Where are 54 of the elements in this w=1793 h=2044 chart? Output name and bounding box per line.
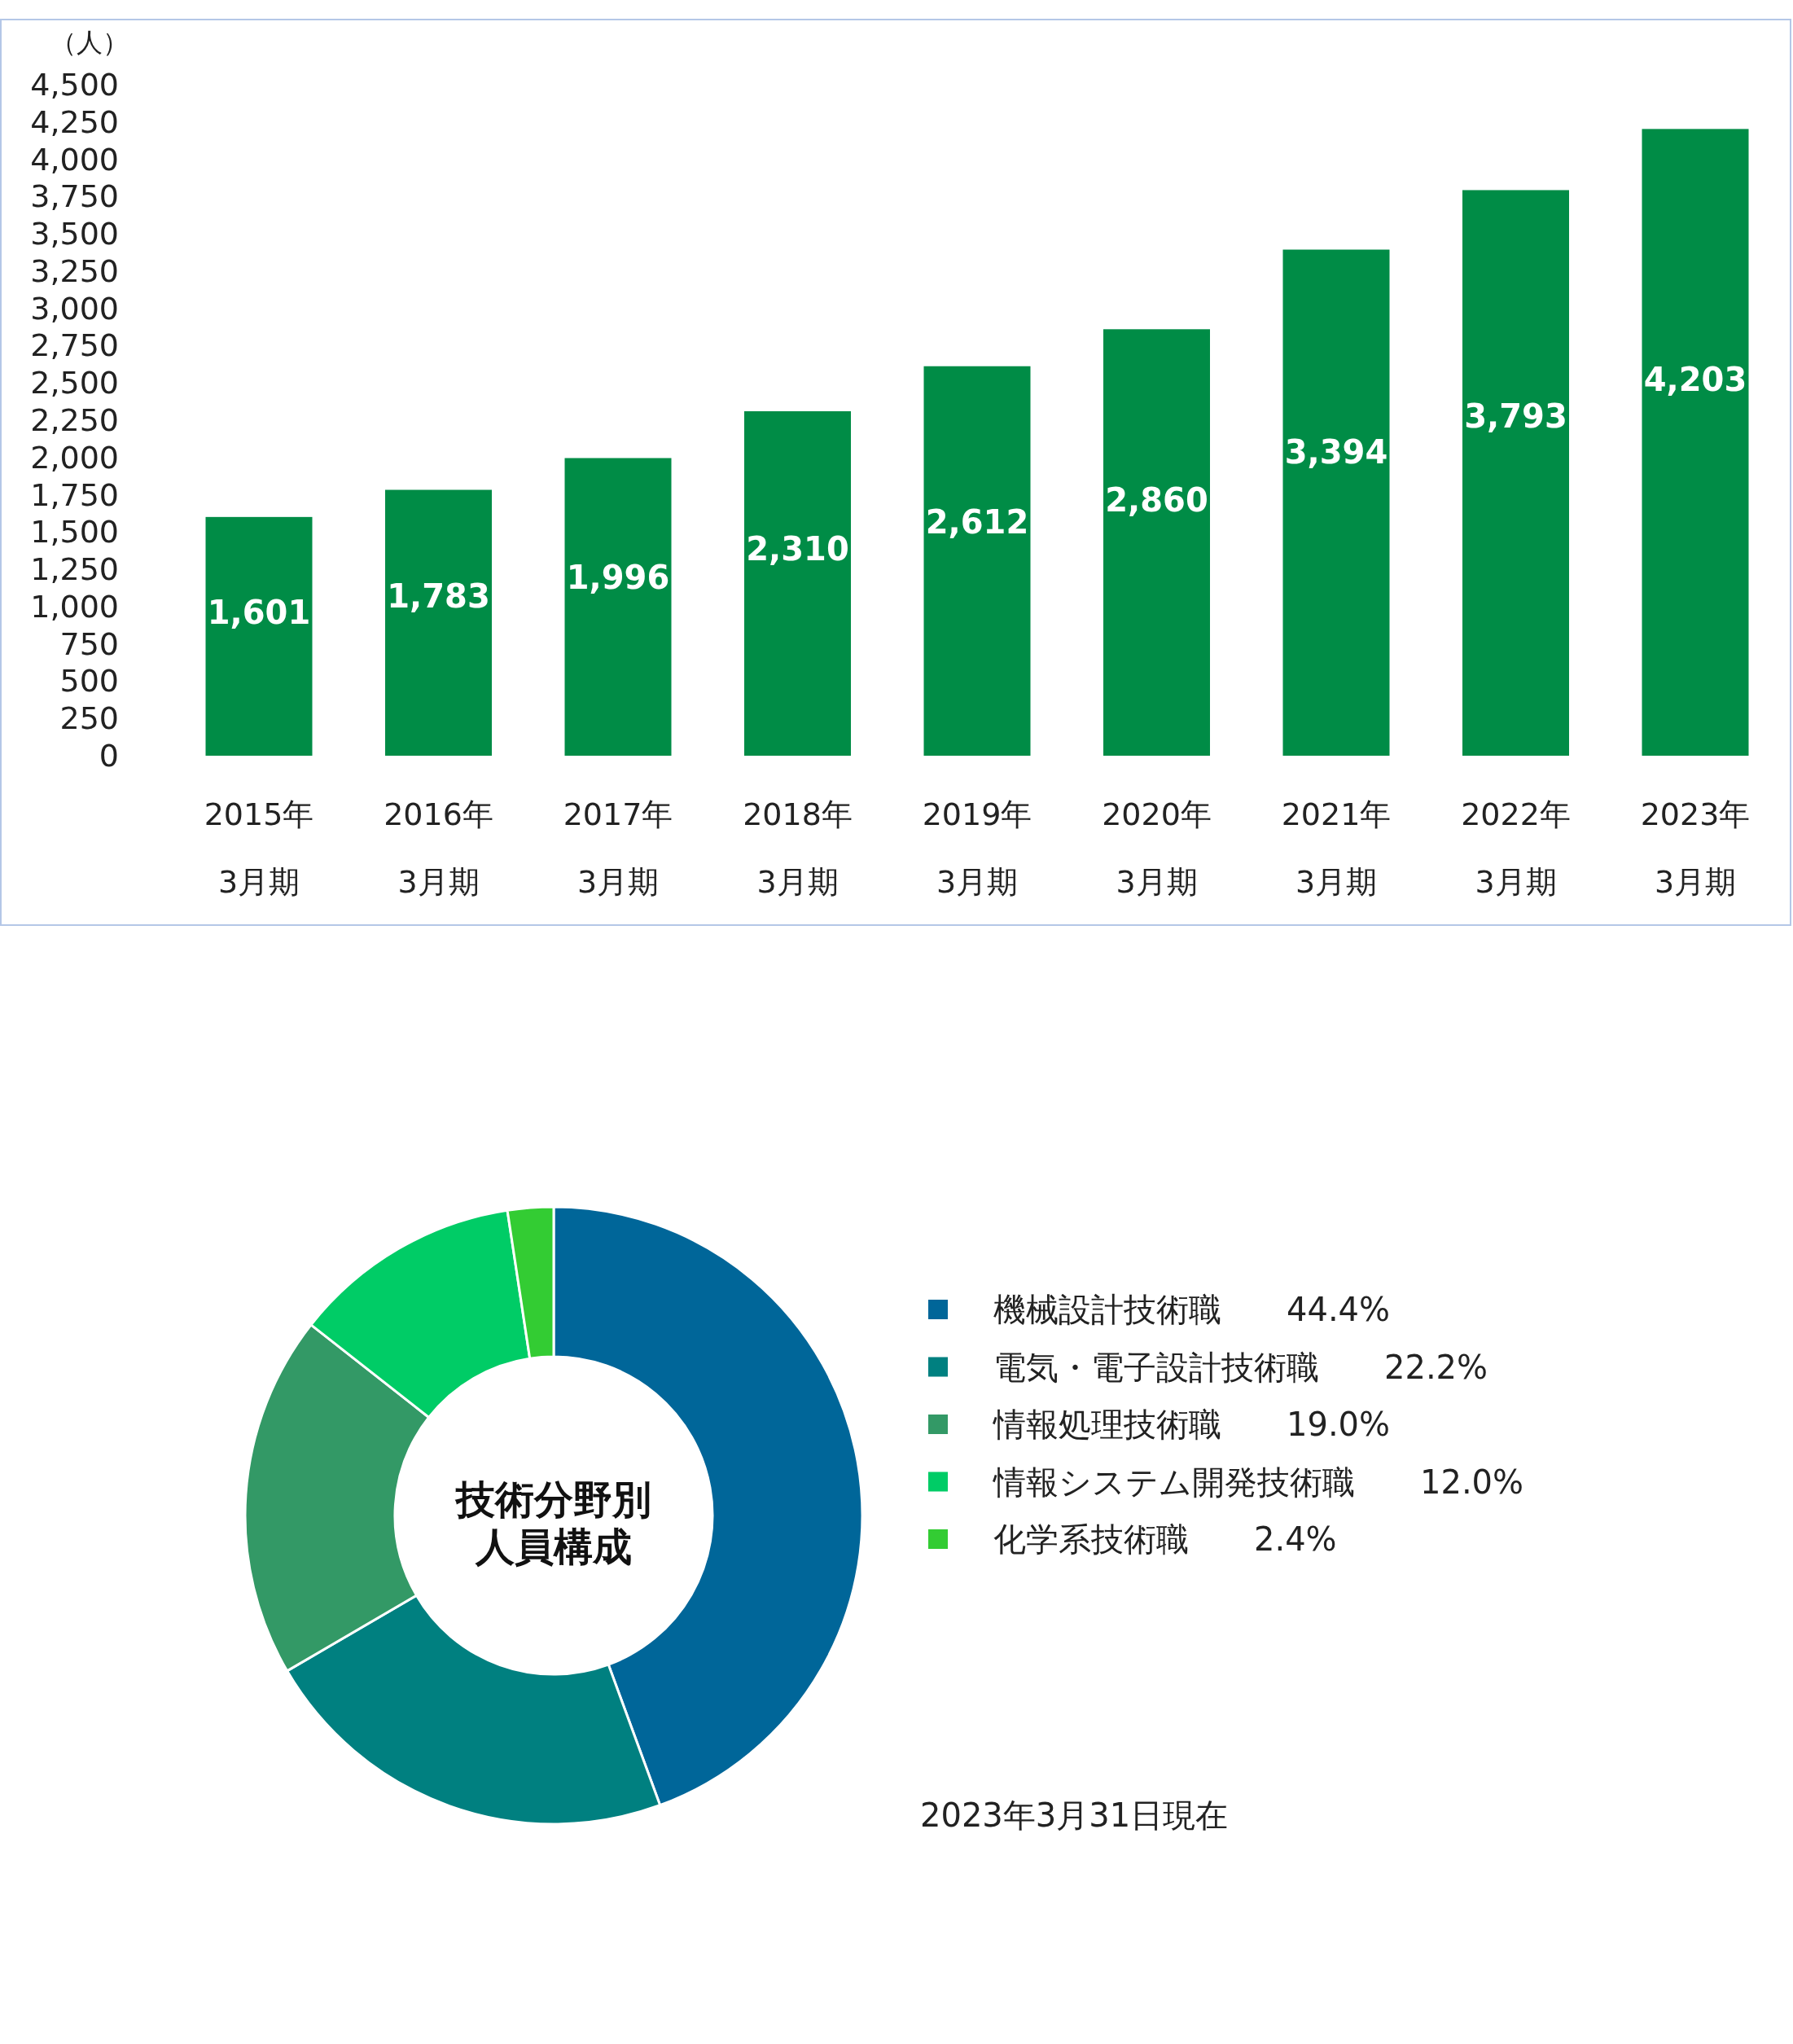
y-tick-label: 3,000	[30, 290, 119, 327]
y-tick-label: 1,500	[30, 514, 119, 550]
legend-label: 化学系技術職 2.4%	[993, 1520, 1337, 1558]
x-tick-label: 2023年 3月期	[1640, 796, 1751, 900]
x-tick-label: 2018年 3月期	[743, 796, 853, 900]
y-tick-label: 1,750	[30, 476, 119, 513]
data-label: 2,310	[746, 530, 849, 568]
bar	[744, 411, 851, 756]
x-tick-label: 2022年 3月期	[1461, 796, 1571, 900]
bar	[1462, 190, 1569, 756]
y-tick-label: 3,250	[30, 252, 119, 289]
y-tick-label: 2,250	[30, 402, 119, 438]
bar	[385, 489, 492, 756]
bar	[1642, 129, 1749, 756]
bar	[923, 366, 1031, 756]
y-tick-label: 1,250	[30, 551, 119, 588]
data-label: 1,601	[207, 594, 311, 632]
data-label: 3,793	[1464, 397, 1567, 436]
legend-label: 電気・電子設計技術職 22.2%	[993, 1348, 1488, 1386]
y-tick-label: 4,500	[30, 67, 119, 103]
y-tick-label: 3,750	[30, 178, 119, 215]
x-tick-label: 2019年 3月期	[922, 796, 1032, 900]
bar	[564, 458, 672, 756]
y-tick-label: 3,500	[30, 216, 119, 252]
legend-label: 情報処理技術職 19.0%	[992, 1406, 1391, 1443]
text: 2023年3月31日現在	[920, 1796, 1229, 1834]
data-label: 2,612	[925, 503, 1029, 542]
data-label: 3,394	[1284, 433, 1388, 472]
legend-label: 情報システム開発技術職 12.0%	[992, 1463, 1524, 1501]
text: 技術分野別人員構成	[454, 1476, 651, 1569]
y-tick-label: 0	[99, 738, 119, 774]
y-tick-label: 250	[59, 700, 119, 737]
bar	[1282, 249, 1390, 756]
y-tick-label: 750	[59, 625, 119, 662]
y-tick-label: 4,250	[30, 103, 119, 140]
y-tick-label: 1,000	[30, 588, 119, 625]
data-label: 4,203	[1643, 361, 1747, 399]
y-tick-label: 500	[59, 663, 119, 700]
bar	[1103, 329, 1210, 756]
y-axis-title: （人）	[50, 27, 129, 58]
x-tick-label: 2015年 3月期	[204, 796, 314, 900]
y-tick-label: 2,750	[30, 327, 119, 364]
x-tick-label: 2020年 3月期	[1102, 796, 1212, 900]
bar	[205, 516, 313, 756]
x-tick-label: 2016年 3月期	[384, 796, 493, 900]
y-tick-label: 2,500	[30, 365, 119, 401]
data-label: 1,996	[566, 558, 670, 596]
y-tick-label: 4,000	[30, 141, 119, 178]
data-label: 2,860	[1105, 480, 1208, 519]
x-tick-label: 2021年 3月期	[1281, 796, 1392, 900]
legend-label: 機械設計技術職 44.4%	[993, 1291, 1391, 1328]
x-tick-label: 2017年 3月期	[563, 796, 673, 900]
data-label: 1,783	[387, 577, 490, 616]
y-tick-label: 2,000	[30, 439, 119, 476]
